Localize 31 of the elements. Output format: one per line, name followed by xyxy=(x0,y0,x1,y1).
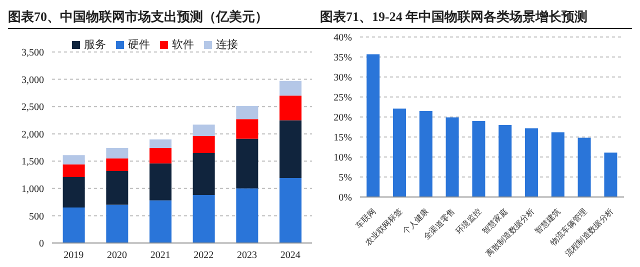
y-tick-label: 40% xyxy=(334,32,352,44)
y-tick-label: 1,500 xyxy=(22,156,44,168)
y-tick-label: 0 xyxy=(39,238,44,250)
y-tick-label: 3,500 xyxy=(22,48,44,59)
y-tick-label: 30% xyxy=(334,72,352,84)
x-tick-label: 2021 xyxy=(150,250,170,262)
y-tick-label: 35% xyxy=(334,52,352,64)
x-tick-label: 2019 xyxy=(64,250,84,262)
legend-label: 服务 xyxy=(84,39,106,51)
y-tick-label: 25% xyxy=(334,92,352,104)
legend-label: 硬件 xyxy=(128,39,150,51)
x-tick-label: 2023 xyxy=(237,250,257,262)
y-tick-label: 2,500 xyxy=(22,102,44,114)
x-tick-label: 车联网 xyxy=(354,206,378,230)
y-tick-label: 2,000 xyxy=(22,129,44,140)
y-tick-label: 1,000 xyxy=(22,184,44,195)
x-tick-label: 2022 xyxy=(194,250,214,262)
chart-title: 图表71、19-24 年中国物联网各类场景增长预测 xyxy=(320,8,632,29)
x-tick-label: 环境监控 xyxy=(454,206,484,236)
legend-label: 软件 xyxy=(172,39,194,51)
y-tick-label: 15% xyxy=(334,132,352,144)
x-tick-label: 2024 xyxy=(280,250,300,262)
legend-label: 连接 xyxy=(216,39,238,51)
y-tick-label: 10% xyxy=(334,152,352,164)
chart-title: 图表70、中国物联网市场支出预测（亿美元） xyxy=(8,8,320,29)
y-tick-label: 500 xyxy=(29,211,44,222)
x-tick-label: 2020 xyxy=(107,250,127,262)
y-tick-label: 0% xyxy=(338,192,352,204)
y-tick-label: 5% xyxy=(338,172,352,184)
y-tick-label: 20% xyxy=(334,112,352,124)
y-tick-label: 3,000 xyxy=(22,74,44,86)
